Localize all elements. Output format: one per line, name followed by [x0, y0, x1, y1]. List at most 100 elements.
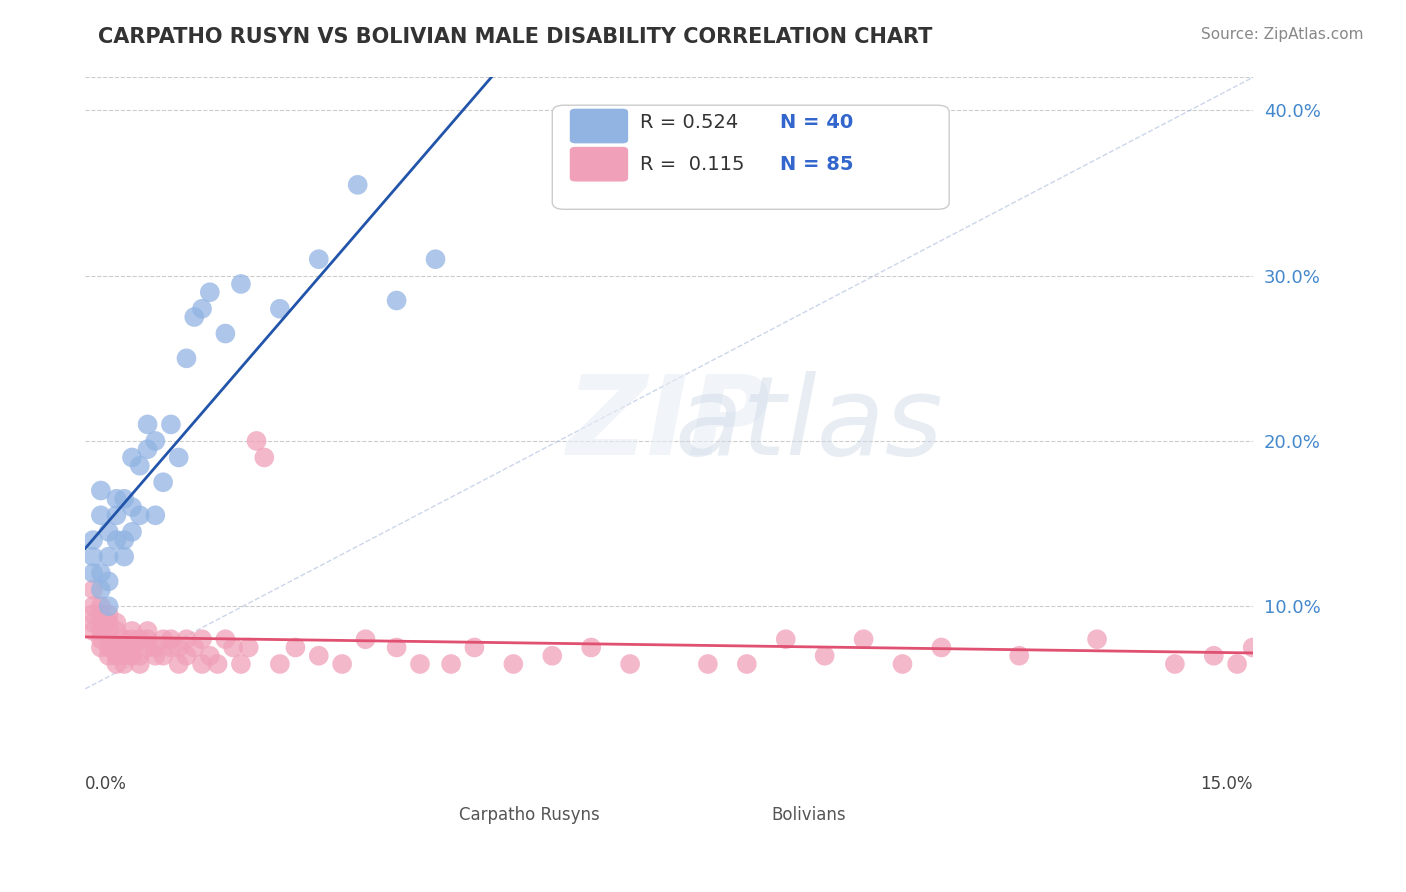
Point — [409, 657, 432, 671]
Point — [191, 301, 214, 316]
Point — [1085, 632, 1108, 647]
Text: Source: ZipAtlas.com: Source: ZipAtlas.com — [1201, 27, 1364, 42]
Text: Bolivians: Bolivians — [772, 806, 846, 824]
Point — [90, 599, 112, 614]
Point — [176, 351, 198, 366]
Point — [385, 640, 408, 655]
Point — [269, 301, 291, 316]
Point — [105, 640, 128, 655]
FancyBboxPatch shape — [409, 805, 444, 831]
Point — [105, 491, 128, 506]
Point — [176, 632, 198, 647]
Point — [1281, 574, 1303, 589]
Text: ZIP: ZIP — [567, 371, 770, 478]
Point — [502, 657, 524, 671]
Point — [97, 624, 120, 638]
FancyBboxPatch shape — [569, 109, 628, 144]
Text: Carpatho Rusyns: Carpatho Rusyns — [458, 806, 599, 824]
Point — [198, 648, 221, 663]
Point — [176, 648, 198, 663]
Point — [97, 615, 120, 630]
Point — [238, 640, 260, 655]
Point — [136, 624, 159, 638]
Point — [90, 508, 112, 523]
Point — [1164, 657, 1187, 671]
Text: 15.0%: 15.0% — [1201, 775, 1253, 793]
Point — [112, 640, 135, 655]
Point — [90, 566, 112, 581]
Point — [90, 607, 112, 622]
Point — [852, 632, 875, 647]
Point — [191, 657, 214, 671]
Point — [440, 657, 463, 671]
Point — [229, 657, 252, 671]
Text: atlas: atlas — [675, 371, 943, 478]
Point — [931, 640, 953, 655]
Point — [191, 632, 214, 647]
Point — [82, 599, 104, 614]
Point — [121, 632, 143, 647]
Point — [128, 508, 150, 523]
Point — [82, 582, 104, 597]
Point — [1257, 657, 1279, 671]
Point — [1226, 657, 1249, 671]
Point — [214, 326, 236, 341]
Point — [814, 648, 837, 663]
Point — [183, 640, 205, 655]
Point — [143, 508, 166, 523]
Point — [112, 632, 135, 647]
Point — [136, 640, 159, 655]
Point — [136, 632, 159, 647]
Point — [97, 599, 120, 614]
Point — [97, 640, 120, 655]
Point — [891, 657, 914, 671]
Point — [775, 632, 797, 647]
Point — [82, 607, 104, 622]
Point — [90, 483, 112, 498]
Point — [160, 632, 183, 647]
Point — [90, 582, 112, 597]
Point — [121, 624, 143, 638]
Point — [245, 434, 267, 448]
Point — [214, 632, 236, 647]
Point — [82, 533, 104, 547]
Point — [121, 640, 143, 655]
Text: CARPATHO RUSYN VS BOLIVIAN MALE DISABILITY CORRELATION CHART: CARPATHO RUSYN VS BOLIVIAN MALE DISABILI… — [98, 27, 932, 46]
Point — [143, 434, 166, 448]
Point — [167, 640, 190, 655]
Point — [619, 657, 641, 671]
Point — [143, 640, 166, 655]
Point — [82, 566, 104, 581]
Point — [90, 632, 112, 647]
Point — [97, 549, 120, 564]
Point — [82, 549, 104, 564]
Point — [1202, 648, 1225, 663]
Text: 0.0%: 0.0% — [86, 775, 127, 793]
Point — [105, 508, 128, 523]
FancyBboxPatch shape — [553, 105, 949, 210]
Point — [735, 657, 758, 671]
Point — [90, 615, 112, 630]
Point — [128, 458, 150, 473]
Point — [105, 533, 128, 547]
Point — [121, 648, 143, 663]
Point — [112, 533, 135, 547]
Point — [696, 657, 718, 671]
Text: R =  0.115: R = 0.115 — [640, 154, 744, 174]
Point — [346, 178, 368, 192]
Point — [112, 491, 135, 506]
Point — [269, 657, 291, 671]
Point — [97, 524, 120, 539]
Point — [308, 252, 330, 267]
Point — [121, 524, 143, 539]
Point — [143, 648, 166, 663]
Point — [152, 632, 174, 647]
Point — [167, 450, 190, 465]
Point — [112, 549, 135, 564]
Point — [385, 293, 408, 308]
Point — [97, 632, 120, 647]
Point — [198, 285, 221, 300]
Point — [330, 657, 353, 671]
Point — [229, 277, 252, 291]
Text: N = 40: N = 40 — [780, 113, 853, 132]
